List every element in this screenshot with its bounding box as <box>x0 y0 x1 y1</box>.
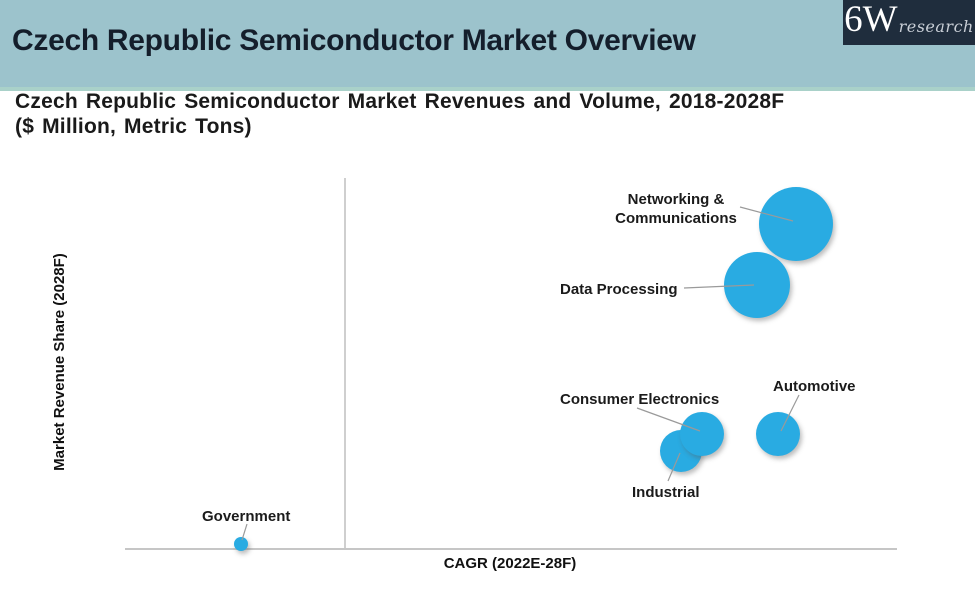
label-industrial: Industrial <box>632 483 704 502</box>
x-axis-label: CAGR (2022E-28F) <box>443 555 577 572</box>
bubble-networking-communications <box>759 187 833 261</box>
x-axis-line <box>125 548 897 550</box>
label-industrial-line1: Industrial <box>632 484 700 501</box>
leader-line-industrial <box>667 452 681 482</box>
label-data-processing: Data Processing <box>560 280 684 299</box>
vertical-axis-line <box>344 178 346 549</box>
leader-line-data-processing <box>683 284 755 289</box>
bubble-government <box>234 537 248 551</box>
label-consumer-electronics-line1: Consumer Electronics <box>560 391 720 408</box>
label-government: Government <box>202 507 294 526</box>
logo-research-word: research <box>898 17 974 36</box>
leader-line-government <box>241 523 248 541</box>
chart-subtitle-line1: Czech Republic Semiconductor Market Reve… <box>15 90 785 113</box>
label-automotive-line1: Automotive <box>773 378 856 395</box>
leader-line-networking-communications <box>739 206 794 222</box>
header-accent-line <box>0 87 975 91</box>
leader-line-automotive <box>780 394 800 432</box>
label-networking-communications-line2: Communications <box>615 210 737 227</box>
label-networking-communications-line1: Networking & <box>627 191 725 208</box>
logo-6w-mark: 6W <box>844 0 898 40</box>
label-government-line1: Government <box>202 508 291 525</box>
bubble-automotive <box>756 412 800 456</box>
brand-logo: 6W research <box>843 0 975 45</box>
label-networking-communications: Networking & Communications <box>596 190 756 228</box>
label-automotive: Automotive <box>773 377 859 396</box>
label-data-processing-line1: Data Processing <box>560 281 678 298</box>
label-consumer-electronics: Consumer Electronics <box>560 390 720 409</box>
app-header: Czech Republic Semiconductor Market Over… <box>0 0 975 87</box>
page-title: Czech Republic Semiconductor Market Over… <box>12 23 696 57</box>
leader-line-consumer-electronics <box>636 407 701 432</box>
bubble-data-processing <box>724 252 790 318</box>
chart-subtitle: Czech Republic Semiconductor Market Reve… <box>15 89 935 139</box>
bubble-consumer-electronics <box>680 412 724 456</box>
chart-subtitle-line2: ($ Million, Metric Tons) <box>15 115 252 138</box>
